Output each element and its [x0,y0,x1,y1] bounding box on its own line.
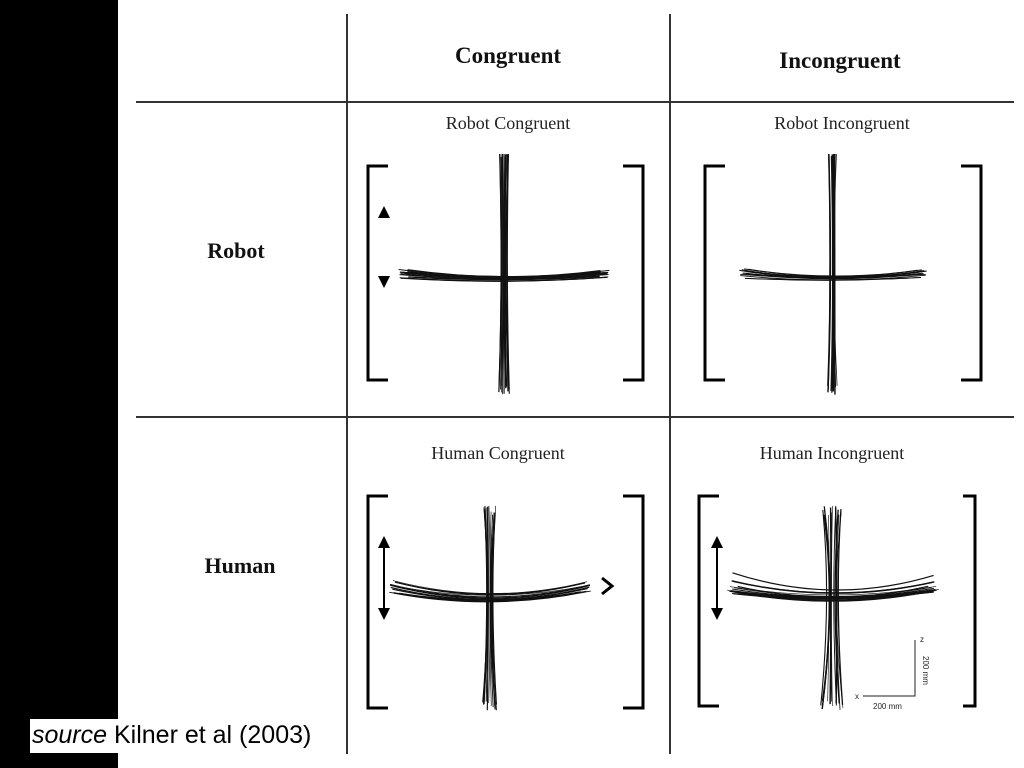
panel-title-robot-congruent: Robot Congruent [445,113,571,133]
vertical-trace [834,509,840,704]
vertical-trace [489,511,492,706]
arrow-up-icon [378,536,390,548]
column-header-congruent: Congruent [454,43,562,68]
bracket-left [366,164,388,382]
bracket-left [697,494,719,708]
source-caption: source Kilner et al (2003) [30,719,316,753]
trajectory-plot-robot-congruent [366,153,645,395]
scale-horizontal-label: 200 mm [873,702,902,711]
horizontal-trace [734,587,932,597]
vertical-trace [506,153,510,390]
vertical-trace [830,156,833,392]
vertical-trace [820,509,828,706]
scale-vertical-label: 200 mm [921,656,930,685]
vertical-trace [827,153,832,393]
vertical-trace [492,505,498,705]
horizontal-trace [729,586,937,596]
vertical-trace [483,509,488,705]
mask-strip-1 [390,150,394,250]
horizontal-trace [407,269,601,278]
grid-horizontal-2 [136,416,1014,418]
horizontal-trace [399,276,609,282]
arrow-up-icon [711,536,723,548]
figure-table: Congruent Incongruent Robot Human Robot … [118,0,1024,768]
vertical-trace [831,505,833,706]
horizontal-trace [730,589,936,598]
scale-x-label: x [855,692,859,701]
horizontal-trace [740,273,926,279]
bracket-left [366,494,388,710]
panel-robot-incongruent [693,150,993,400]
arrow-down-icon [378,608,390,620]
horizontal-trace [394,581,586,595]
horizontal-trace [735,589,931,601]
bracket-left [703,164,725,382]
bracket-right [623,494,645,710]
panel-human-congruent [358,480,658,720]
trajectory-traces [739,153,927,395]
bracket-right [623,164,645,382]
arrow-down-icon [378,276,390,288]
grid-vertical-1 [346,14,348,754]
arrow-up-icon [378,206,390,218]
trajectory-traces [727,505,939,710]
horizontal-trace [389,590,591,601]
vertical-trace [833,153,837,388]
panel-title-human-congruent: Human Congruent [431,443,565,463]
vertical-trace [498,153,502,386]
caption-prefix: source [32,721,108,749]
arrow-right-icon [601,576,615,596]
grid-horizontal-1 [136,101,1014,103]
bracket-right [961,164,983,382]
scale-z-label: z [920,635,924,644]
vertical-trace [821,506,831,702]
trajectory-plot-human-congruent [366,494,645,711]
arrow-down-icon [711,608,723,620]
trajectory-plot-robot-incongruent [703,153,983,395]
caption-text: Kilner et al (2003) [114,721,312,749]
vertical-trace [837,509,844,705]
panel-title-robot-incongruent: Robot Incongruent [774,113,910,133]
trajectory-traces [398,153,610,395]
trajectory-plot-human-incongruent: z x 200 mm 200 mm [697,494,977,711]
vertical-trace [486,506,489,711]
panel-human-incongruent: z x 200 mm 200 mm [693,480,993,720]
row-header-human: Human [204,553,276,578]
panel-title-human-incongruent: Human Incongruent [759,443,905,463]
horizontal-trace [390,586,590,600]
horizontal-trace [392,580,588,594]
vertical-trace [827,514,830,702]
grid-vertical-2 [669,14,671,754]
horizontal-trace [394,585,586,596]
bracket-right [963,494,977,708]
vertical-trace [503,154,507,388]
trajectory-traces [389,505,591,711]
horizontal-trace [732,580,934,594]
vertical-trace [829,507,832,705]
vertical-trace [836,514,841,710]
scale-bar: z x 200 mm 200 mm [855,635,930,711]
column-header-incongruent: Incongruent [779,48,901,73]
horizontal-trace [732,572,934,591]
vertical-trace [490,514,496,710]
left-black-bar [0,0,118,768]
row-header-robot: Robot [207,238,265,263]
vertical-trace [833,505,837,706]
panel-robot-congruent [358,150,658,400]
